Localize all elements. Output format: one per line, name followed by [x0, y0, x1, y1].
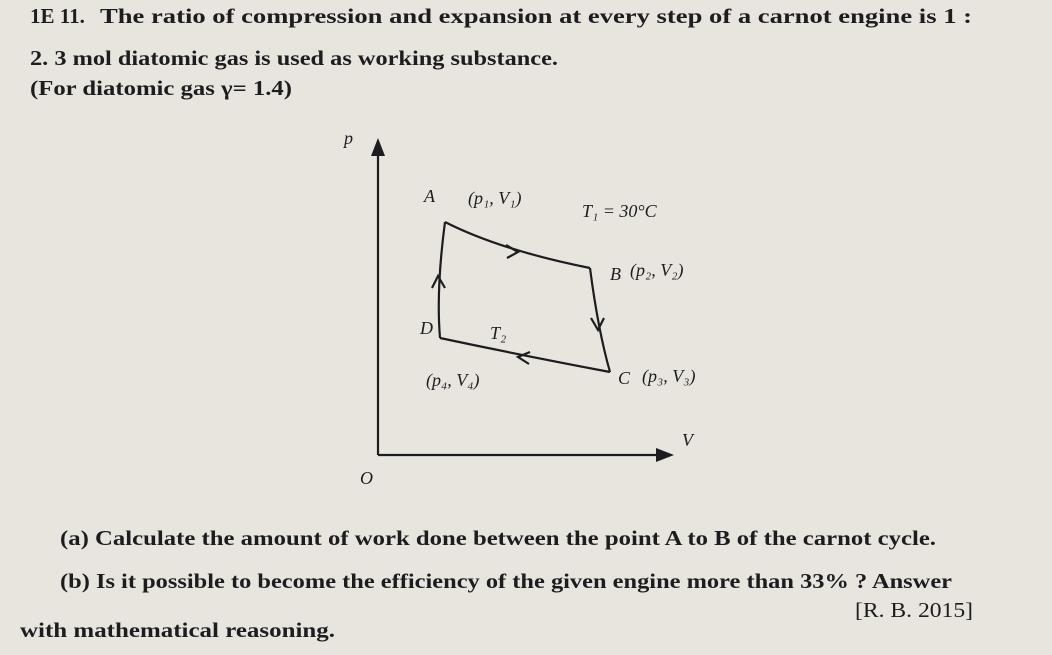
problem-line: (For diatomic gas γ= 1.4)	[30, 76, 292, 100]
question: with mathematical reasoning.	[20, 618, 335, 642]
problem-line: 2. 3 mol diatomic gas is used as working…	[30, 46, 558, 70]
problem-number: 1E 11.	[30, 4, 85, 28]
adiabat-bc	[588, 267, 612, 373]
adiabat-da	[437, 221, 447, 339]
point-coords: (p₂, V₂)	[630, 260, 684, 281]
problem-line: The ratio of compression and expansion a…	[100, 4, 972, 28]
y-axis-label: p	[342, 128, 353, 148]
arrow	[371, 138, 385, 156]
pv-diagram: p V O A (p₁, V₁) B (p₂, V₂) C (p₃, V₃) D…	[342, 128, 696, 488]
point-label: C	[618, 368, 631, 388]
origin-label: O	[360, 468, 373, 488]
arrow	[431, 273, 446, 289]
source: [R. B. 2015]	[855, 598, 973, 622]
arrow	[590, 317, 605, 333]
point-coords: (p₁, V₁)	[468, 188, 522, 209]
x-axis-label: V	[682, 430, 695, 450]
point-coords: (p₃, V₃)	[642, 366, 696, 387]
temperature-label: T₂	[490, 323, 506, 343]
point-label: B	[610, 264, 621, 284]
arrow	[656, 448, 674, 462]
point-coords: (p₄, V₄)	[426, 370, 480, 391]
temperature-label: T₁ = 30°C	[582, 201, 658, 221]
point-label: D	[419, 318, 433, 338]
question: (a) Calculate the amount of work done be…	[60, 526, 936, 550]
arrow	[515, 350, 531, 365]
point-label: A	[423, 186, 436, 206]
question: (b) Is it possible to become the efficie…	[60, 569, 952, 593]
arrow	[505, 244, 521, 259]
